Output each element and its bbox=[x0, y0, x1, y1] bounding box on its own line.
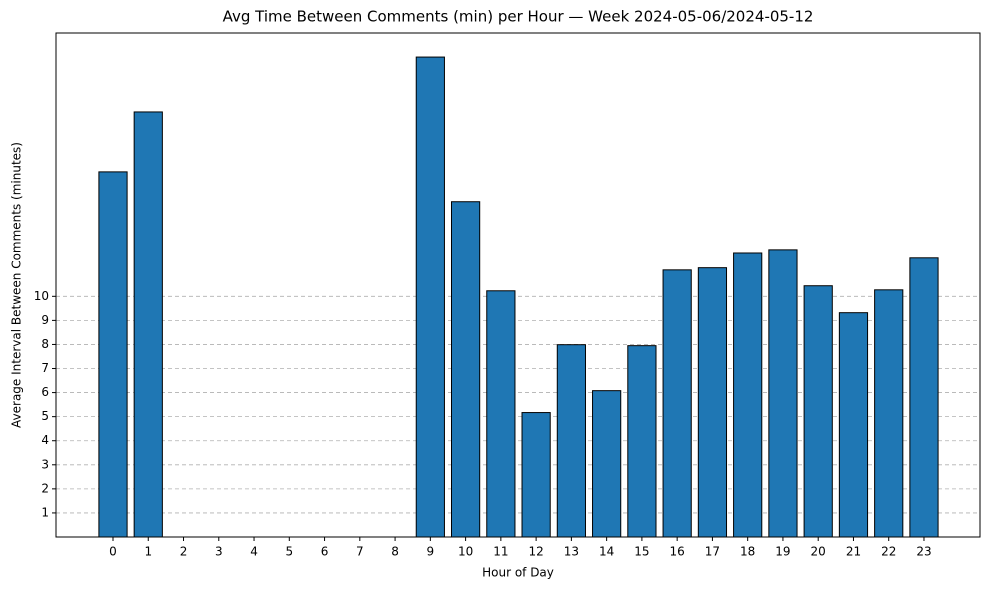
bar bbox=[662, 269, 692, 538]
x-tick-label: 2 bbox=[180, 545, 188, 559]
bar bbox=[521, 412, 551, 538]
x-tick-label: 13 bbox=[564, 545, 579, 559]
x-tick-label: 3 bbox=[215, 545, 223, 559]
y-axis-label: Average Interval Between Comments (minut… bbox=[10, 142, 24, 428]
bar bbox=[803, 285, 833, 538]
x-tick-label: 7 bbox=[356, 545, 364, 559]
x-tick-label: 4 bbox=[250, 545, 258, 559]
bar bbox=[909, 257, 939, 538]
x-tick-label: 20 bbox=[811, 545, 826, 559]
chart-title: Avg Time Between Comments (min) per Hour… bbox=[223, 8, 814, 26]
bar bbox=[627, 345, 657, 538]
y-tick-label: 9 bbox=[41, 313, 49, 327]
x-tick-label: 8 bbox=[391, 545, 399, 559]
x-axis-label: Hour of Day bbox=[482, 566, 554, 580]
x-tick-label: 6 bbox=[321, 545, 329, 559]
x-tick-label: 15 bbox=[634, 545, 649, 559]
bar bbox=[98, 171, 128, 538]
x-tick-label: 14 bbox=[599, 545, 614, 559]
x-tick-label: 17 bbox=[705, 545, 720, 559]
x-tick-label: 18 bbox=[740, 545, 755, 559]
x-tick-label: 1 bbox=[144, 545, 152, 559]
y-tick-label: 1 bbox=[41, 505, 49, 519]
y-tick-label: 5 bbox=[41, 409, 49, 423]
y-tick-label: 6 bbox=[41, 385, 49, 399]
bar bbox=[733, 252, 763, 538]
x-tick-label: 19 bbox=[775, 545, 790, 559]
x-tick-label: 9 bbox=[427, 545, 435, 559]
bar bbox=[768, 249, 798, 538]
x-tick-label: 10 bbox=[458, 545, 473, 559]
bar bbox=[450, 201, 481, 538]
y-tick-label: 2 bbox=[41, 481, 49, 495]
bar bbox=[415, 56, 445, 538]
y-tick-label: 7 bbox=[41, 361, 49, 375]
x-tick-label: 23 bbox=[916, 545, 931, 559]
x-tick-label: 21 bbox=[846, 545, 861, 559]
bar bbox=[556, 344, 586, 538]
x-tick-label: 22 bbox=[881, 545, 896, 559]
bar bbox=[592, 390, 622, 538]
y-tick-label: 4 bbox=[41, 433, 49, 447]
y-tick-label: 3 bbox=[41, 457, 49, 471]
bar bbox=[874, 289, 904, 538]
x-tick-label: 11 bbox=[493, 545, 508, 559]
bar bbox=[133, 111, 163, 538]
x-tick-label: 5 bbox=[285, 545, 293, 559]
plot-frame bbox=[55, 32, 981, 538]
bar bbox=[486, 290, 516, 538]
x-tick-label: 12 bbox=[528, 545, 543, 559]
bar bbox=[838, 312, 869, 538]
x-tick-label: 16 bbox=[670, 545, 685, 559]
x-tick-label: 0 bbox=[109, 545, 117, 559]
y-tick-label: 10 bbox=[34, 289, 49, 303]
y-tick-label: 8 bbox=[41, 337, 49, 351]
bar bbox=[697, 267, 728, 538]
